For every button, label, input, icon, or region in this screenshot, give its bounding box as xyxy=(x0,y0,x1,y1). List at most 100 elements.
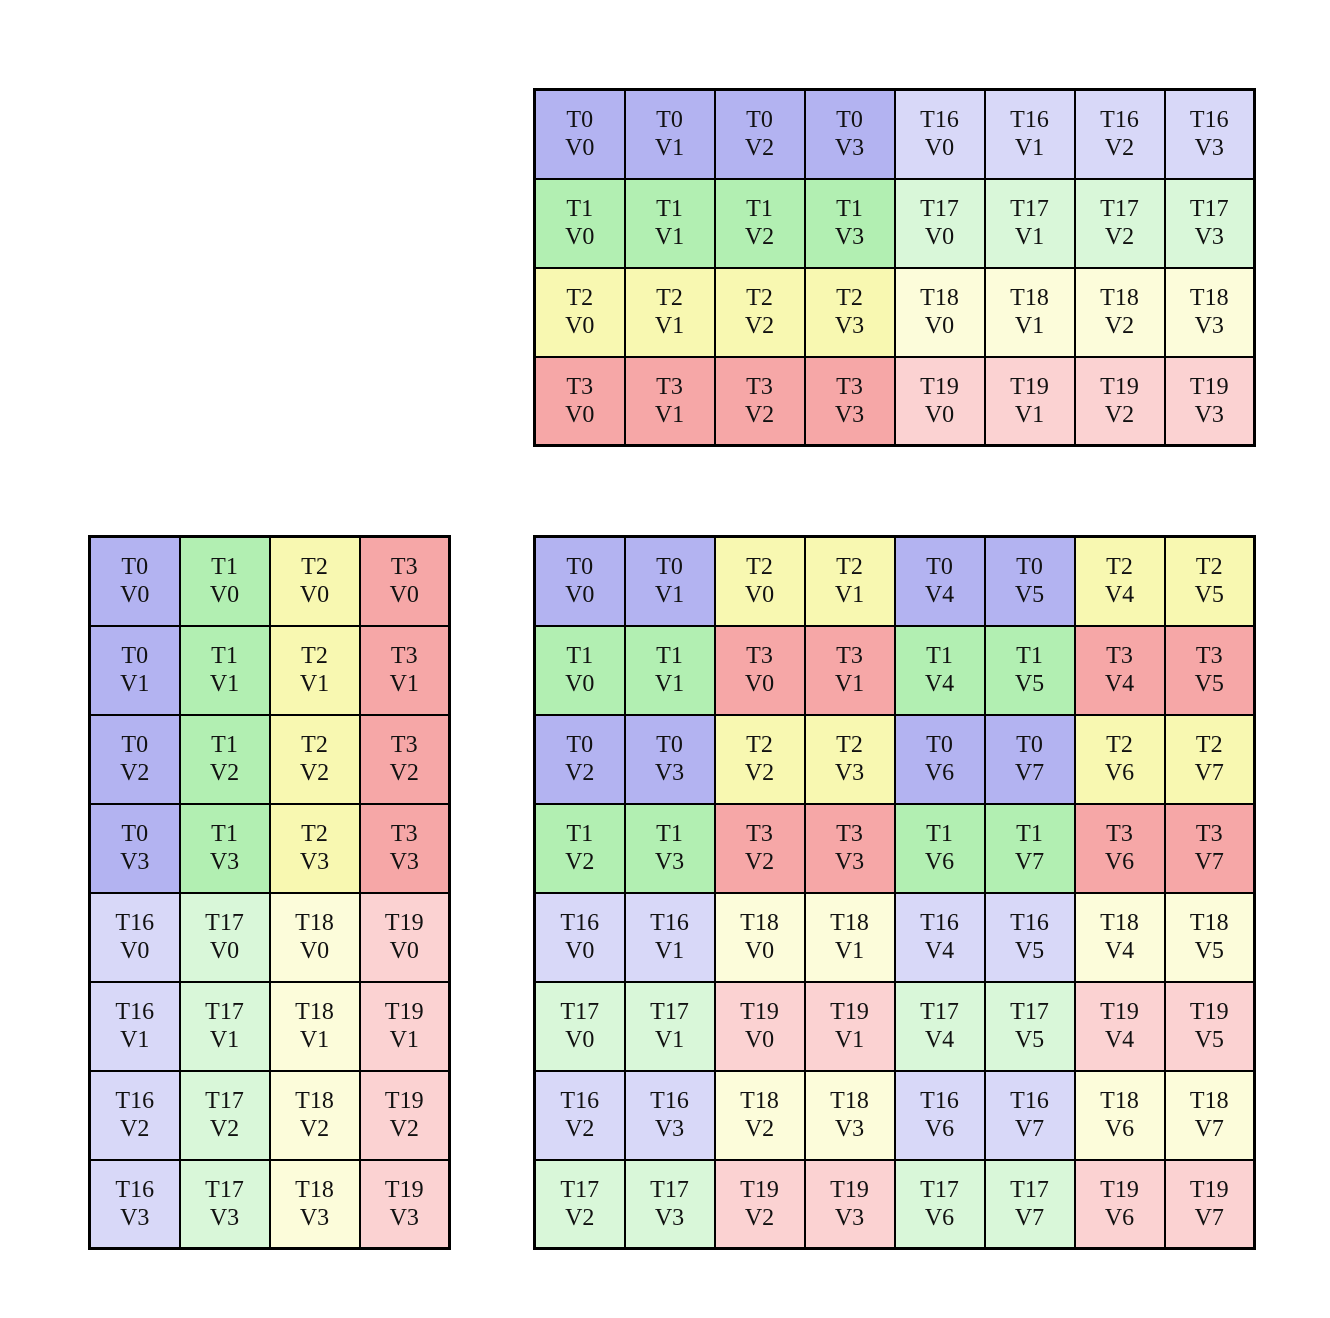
thread-label: T19 xyxy=(1189,1176,1229,1203)
thread-label: T19 xyxy=(384,999,424,1025)
thread-label: T1 xyxy=(211,554,238,581)
thread-label: T2 xyxy=(1106,554,1133,581)
value-label: V2 xyxy=(209,1116,240,1142)
grid-cell-T1-V3: T1 V3 xyxy=(178,802,271,894)
grid-cell-T2-V3: T2 V3 xyxy=(803,713,896,805)
grid-cell-T16-V1: T16 V1 xyxy=(623,891,716,983)
grid-cell-T2-V0: T2 V0 xyxy=(533,266,626,358)
thread-label: T1 xyxy=(211,821,238,847)
value-label: V1 xyxy=(654,224,685,250)
grid-cell-T17-V7: T17 V7 xyxy=(983,1158,1076,1250)
grid-cell-T1-V2: T1 V2 xyxy=(533,802,626,894)
thread-label: T18 xyxy=(740,910,779,936)
value-label: V3 xyxy=(120,849,150,875)
grid-cell-T1-V2: T1 V2 xyxy=(713,177,806,269)
thread-label: T19 xyxy=(1189,999,1229,1025)
value-label: V2 xyxy=(209,760,240,786)
value-label: V5 xyxy=(1194,1027,1224,1053)
value-label: V3 xyxy=(654,760,685,786)
grid-row: T17 V0 T17 V1 T19 V0 T19 V1 T17 V4 T17 V5 T19 V4 T19 V5 xyxy=(533,980,1256,1072)
thread-label: T1 xyxy=(1016,643,1043,669)
value-label: V0 xyxy=(924,313,955,339)
value-label: V6 xyxy=(1104,849,1135,875)
grid-cell-T17-V1: T17 V1 xyxy=(178,980,271,1072)
thread-label: T1 xyxy=(656,196,683,222)
grid-cell-T0-V3: T0 V3 xyxy=(803,88,896,180)
thread-label: T0 xyxy=(121,554,149,581)
value-label: V3 xyxy=(654,1204,685,1231)
value-label: V3 xyxy=(834,401,865,428)
grid-cell-T2-V7: T2 V7 xyxy=(1163,713,1256,805)
value-label: V5 xyxy=(1014,582,1045,609)
value-label: V5 xyxy=(1194,938,1224,964)
grid-cell-T1-V7: T1 V7 xyxy=(983,802,1076,894)
grid-cell-T19-V7: T19 V7 xyxy=(1163,1158,1256,1250)
grid-row: T0 V3 T1 V3 T2 V3 T3 V3 xyxy=(88,802,451,894)
thread-label: T0 xyxy=(121,643,149,669)
thread-label: T2 xyxy=(746,285,773,311)
value-label: V3 xyxy=(1194,224,1224,250)
grid-cell-T19-V2: T19 V2 xyxy=(358,1069,451,1161)
value-label: V3 xyxy=(834,1204,865,1231)
value-label: V4 xyxy=(1104,938,1135,964)
grid-cell-T3-V1: T3 V1 xyxy=(358,624,451,716)
thread-label: T16 xyxy=(560,1088,600,1114)
grid-cell-T18-V5: T18 V5 xyxy=(1163,891,1256,983)
grid-cell-T3-V4: T3 V4 xyxy=(1073,624,1166,716)
grid-cell-T0-V1: T0 V1 xyxy=(88,624,181,716)
grid-row: T2 V0 T2 V1 T2 V2 T2 V3 T18 V0 T18 V1 T18 V2 T18 V3 xyxy=(533,266,1256,358)
grid-cell-T17-V0: T17 V0 xyxy=(533,980,626,1072)
grid-cell-T17-V4: T17 V4 xyxy=(893,980,986,1072)
thread-label: T1 xyxy=(746,196,773,222)
value-label: V3 xyxy=(389,1204,419,1231)
grid-cell-T18-V1: T18 V1 xyxy=(983,266,1076,358)
grid-cell-T19-V1: T19 V1 xyxy=(803,980,896,1072)
thread-label: T1 xyxy=(566,643,594,669)
thread-label: T16 xyxy=(560,910,600,936)
grid-cell-T2-V6: T2 V6 xyxy=(1073,713,1166,805)
thread-label: T17 xyxy=(1010,1176,1049,1203)
value-label: V3 xyxy=(834,313,865,339)
grid-cell-T16-V3: T16 V3 xyxy=(1163,88,1256,180)
grid-cell-T17-V1: T17 V1 xyxy=(983,177,1076,269)
value-label: V7 xyxy=(1014,1204,1045,1231)
value-label: V2 xyxy=(565,1204,595,1231)
grid-cell-T16-V0: T16 V0 xyxy=(893,88,986,180)
thread-label: T0 xyxy=(566,107,594,134)
grid-cell-T18-V3: T18 V3 xyxy=(268,1158,361,1250)
value-label: V0 xyxy=(389,938,419,964)
thread-label: T3 xyxy=(390,821,418,847)
thread-label: T3 xyxy=(836,643,863,669)
grid-cell-T3-V1: T3 V1 xyxy=(623,355,716,447)
thread-label: T2 xyxy=(836,732,863,758)
thread-label: T16 xyxy=(1189,107,1229,134)
grid-cell-T0-V6: T0 V6 xyxy=(893,713,986,805)
value-label: V1 xyxy=(299,1027,330,1053)
thread-label: T3 xyxy=(566,373,594,400)
value-label: V1 xyxy=(654,671,685,697)
value-label: V0 xyxy=(565,313,595,339)
thread-label: T18 xyxy=(830,1088,869,1114)
grid-cell-T2-V1: T2 V1 xyxy=(803,535,896,627)
thread-label: T0 xyxy=(926,732,953,758)
thread-label: T19 xyxy=(740,1176,779,1203)
thread-label: T19 xyxy=(920,373,959,400)
thread-label: T18 xyxy=(1189,285,1229,311)
grid-cell-T17-V6: T17 V6 xyxy=(893,1158,986,1250)
thread-label: T3 xyxy=(746,643,773,669)
grid-cell-T3-V3: T3 V3 xyxy=(803,802,896,894)
grid-cell-T3-V2: T3 V2 xyxy=(713,802,806,894)
value-label: V0 xyxy=(120,582,150,609)
grid-cell-T1-V0: T1 V0 xyxy=(178,535,271,627)
grid-cell-T3-V7: T3 V7 xyxy=(1163,802,1256,894)
grid-cell-T0-V0: T0 V0 xyxy=(533,535,626,627)
thread-label: T0 xyxy=(566,554,594,581)
value-label: V0 xyxy=(389,582,419,609)
grid-cell-T18-V0: T18 V0 xyxy=(713,891,806,983)
value-label: V4 xyxy=(924,938,955,964)
value-label: V4 xyxy=(924,1027,955,1053)
grid-cell-T16-V1: T16 V1 xyxy=(983,88,1076,180)
grid-cell-T0-V3: T0 V3 xyxy=(623,713,716,805)
grid-cell-T17-V0: T17 V0 xyxy=(893,177,986,269)
grid-cell-T18-V0: T18 V0 xyxy=(268,891,361,983)
